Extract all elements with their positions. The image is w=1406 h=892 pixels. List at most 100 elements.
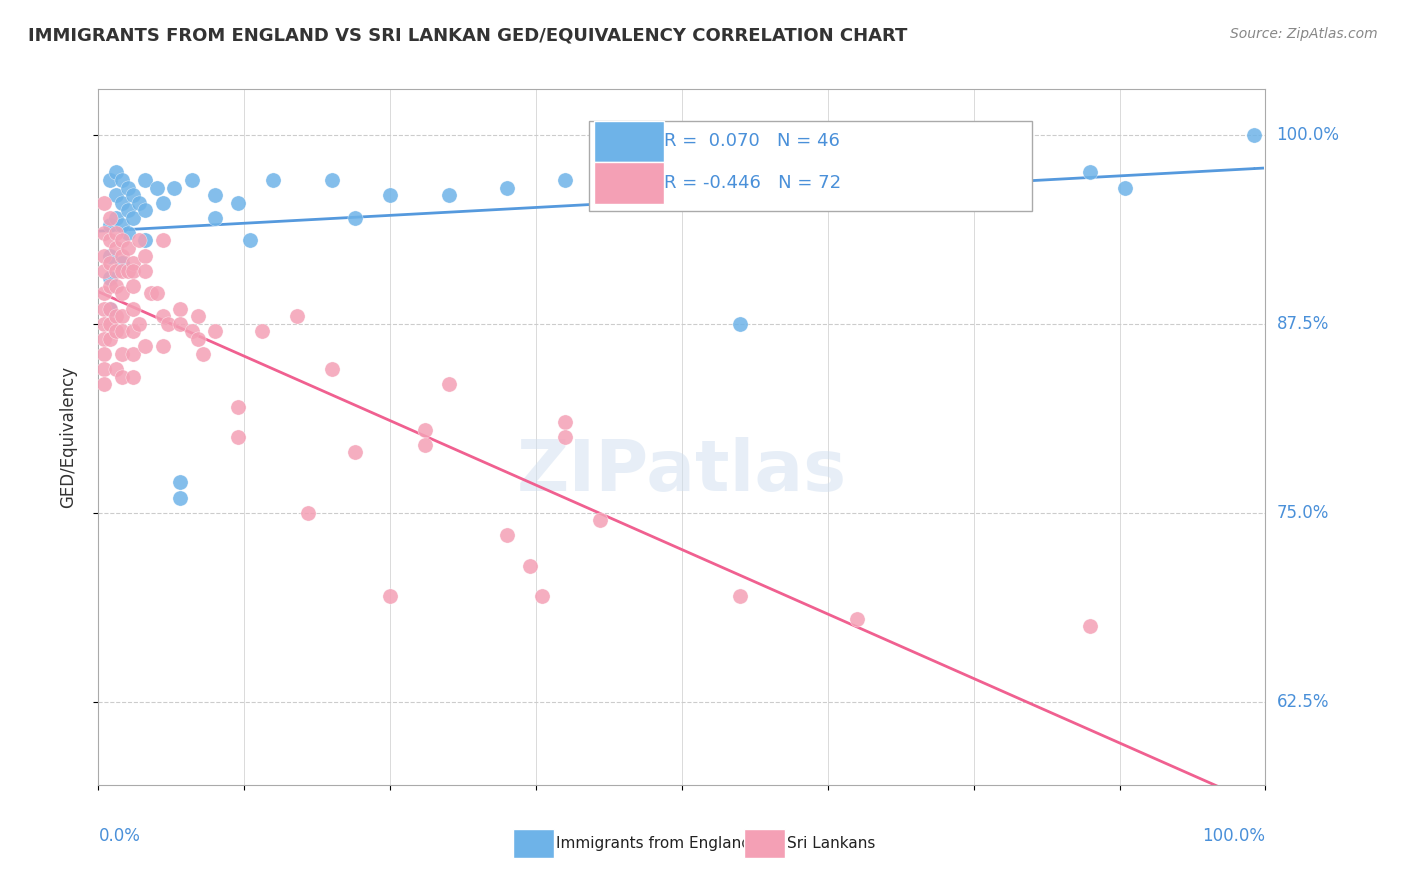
Text: R = -0.446   N = 72: R = -0.446 N = 72 bbox=[665, 174, 842, 192]
Point bbox=[321, 362, 343, 376]
Point bbox=[530, 589, 553, 603]
Point bbox=[98, 249, 121, 263]
Point bbox=[122, 324, 145, 338]
Point bbox=[239, 234, 262, 248]
Point bbox=[93, 347, 115, 361]
Point bbox=[111, 249, 134, 263]
Text: ZIPatlas: ZIPatlas bbox=[517, 437, 846, 507]
Point bbox=[519, 558, 541, 573]
Y-axis label: GED/Equivalency: GED/Equivalency bbox=[59, 366, 77, 508]
Point bbox=[163, 180, 186, 194]
Point bbox=[193, 347, 215, 361]
Point bbox=[93, 377, 115, 392]
Point bbox=[1080, 619, 1102, 633]
Point bbox=[1114, 180, 1136, 194]
Point bbox=[111, 347, 134, 361]
Point bbox=[228, 430, 250, 444]
Point bbox=[134, 339, 156, 353]
Point bbox=[98, 219, 121, 233]
Point bbox=[98, 317, 121, 331]
Point bbox=[321, 173, 343, 187]
Point bbox=[344, 445, 367, 459]
Point bbox=[117, 241, 139, 255]
Point bbox=[111, 286, 134, 301]
Point bbox=[1243, 128, 1265, 142]
Point bbox=[122, 188, 145, 202]
Point bbox=[98, 256, 121, 270]
Text: IMMIGRANTS FROM ENGLAND VS SRI LANKAN GED/EQUIVALENCY CORRELATION CHART: IMMIGRANTS FROM ENGLAND VS SRI LANKAN GE… bbox=[28, 27, 907, 45]
Point bbox=[204, 188, 226, 202]
FancyBboxPatch shape bbox=[513, 829, 554, 858]
Point bbox=[104, 226, 127, 240]
Point bbox=[111, 263, 134, 277]
Point bbox=[187, 309, 209, 323]
Point bbox=[554, 415, 576, 429]
Point bbox=[169, 301, 191, 316]
Point bbox=[787, 165, 810, 179]
Point bbox=[285, 309, 308, 323]
Text: 75.0%: 75.0% bbox=[1277, 504, 1329, 522]
Point bbox=[104, 309, 127, 323]
Point bbox=[111, 324, 134, 338]
Point bbox=[104, 362, 127, 376]
Point bbox=[204, 324, 226, 338]
Point bbox=[152, 339, 174, 353]
Text: 100.0%: 100.0% bbox=[1202, 827, 1265, 845]
Point bbox=[413, 437, 436, 451]
Point bbox=[730, 589, 752, 603]
Point bbox=[122, 211, 145, 225]
Point bbox=[117, 263, 139, 277]
Point bbox=[187, 332, 209, 346]
Point bbox=[111, 309, 134, 323]
Point bbox=[169, 317, 191, 331]
Point bbox=[962, 180, 984, 194]
Point bbox=[98, 234, 121, 248]
Point bbox=[904, 173, 927, 187]
Point bbox=[846, 611, 869, 625]
Point bbox=[98, 301, 121, 316]
Point bbox=[117, 226, 139, 240]
Point bbox=[128, 195, 150, 210]
Text: R =  0.070   N = 46: R = 0.070 N = 46 bbox=[665, 132, 841, 151]
Point bbox=[589, 513, 612, 527]
Point bbox=[554, 430, 576, 444]
Point bbox=[297, 506, 319, 520]
Point bbox=[496, 528, 519, 542]
Point bbox=[1080, 165, 1102, 179]
Text: 62.5%: 62.5% bbox=[1277, 693, 1329, 711]
Point bbox=[111, 256, 134, 270]
Point bbox=[93, 317, 115, 331]
Text: 0.0%: 0.0% bbox=[98, 827, 141, 845]
Point bbox=[117, 203, 139, 218]
Point bbox=[496, 180, 519, 194]
Point bbox=[152, 234, 174, 248]
FancyBboxPatch shape bbox=[595, 162, 665, 204]
Point bbox=[98, 278, 121, 293]
Point bbox=[98, 301, 121, 316]
Point bbox=[111, 173, 134, 187]
Point bbox=[122, 278, 145, 293]
Point bbox=[93, 362, 115, 376]
Point bbox=[122, 347, 145, 361]
Point bbox=[93, 332, 115, 346]
Point bbox=[104, 278, 127, 293]
Point bbox=[380, 188, 402, 202]
Point bbox=[730, 317, 752, 331]
Text: Sri Lankans: Sri Lankans bbox=[787, 836, 876, 851]
Point bbox=[111, 369, 134, 384]
Point bbox=[437, 377, 460, 392]
Point bbox=[104, 324, 127, 338]
FancyBboxPatch shape bbox=[589, 120, 1032, 211]
Point bbox=[139, 286, 162, 301]
Point bbox=[122, 263, 145, 277]
Text: 100.0%: 100.0% bbox=[1277, 126, 1340, 144]
Point bbox=[437, 188, 460, 202]
Point bbox=[180, 173, 202, 187]
Point bbox=[152, 309, 174, 323]
Point bbox=[93, 301, 115, 316]
Point bbox=[554, 173, 576, 187]
Point bbox=[93, 249, 115, 263]
Point bbox=[134, 203, 156, 218]
Point bbox=[122, 301, 145, 316]
Point bbox=[228, 400, 250, 414]
